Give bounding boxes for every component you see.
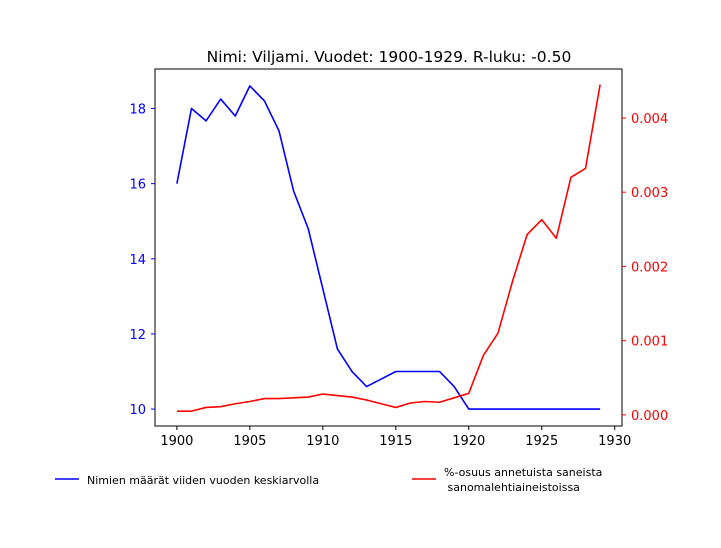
x-axis: 1900 1905 1910 1915 1920 1925 1930 (160, 426, 631, 449)
legend-label-red-line2: sanomalehtiaineistoissa (444, 481, 580, 494)
y-right-tick-label: 0.002 (631, 260, 668, 275)
series-line-red (176, 84, 601, 412)
y-left-tick-label: 14 (129, 253, 146, 268)
axes-frame (154, 68, 623, 427)
x-tick-label: 1920 (452, 434, 485, 449)
y-left-tick-label: 16 (129, 178, 146, 193)
y-axis-right: 0.000 0.001 0.002 0.003 0.004 (622, 112, 668, 424)
series-line-blue (176, 85, 601, 410)
x-tick-label: 1930 (598, 434, 631, 449)
x-tick-label: 1900 (160, 434, 193, 449)
x-tick-label: 1910 (306, 434, 339, 449)
plot-lines (176, 84, 601, 412)
legend: Nimien määrät viiden vuoden keskiarvolla… (55, 466, 602, 494)
x-tick-label: 1905 (233, 434, 266, 449)
legend-label-blue: Nimien määrät viiden vuoden keskiarvolla (87, 474, 319, 487)
legend-label-red-line1: %-osuus annetuista saneista (444, 466, 602, 479)
y-left-tick-label: 12 (129, 328, 146, 343)
y-right-tick-label: 0.001 (631, 335, 668, 350)
x-tick-label: 1925 (525, 434, 558, 449)
y-right-tick-label: 0.004 (631, 112, 668, 127)
chart-title: Nimi: Viljami. Vuodet: 1900-1929. R-luku… (207, 48, 572, 66)
y-left-tick-label: 18 (129, 102, 146, 117)
y-axis-left: 10 12 14 16 18 (129, 102, 155, 418)
plot-frame (154, 68, 623, 427)
y-right-tick-label: 0.003 (631, 186, 668, 201)
y-right-tick-label: 0.000 (631, 409, 668, 424)
y-left-tick-label: 10 (129, 403, 146, 418)
x-tick-label: 1915 (379, 434, 412, 449)
